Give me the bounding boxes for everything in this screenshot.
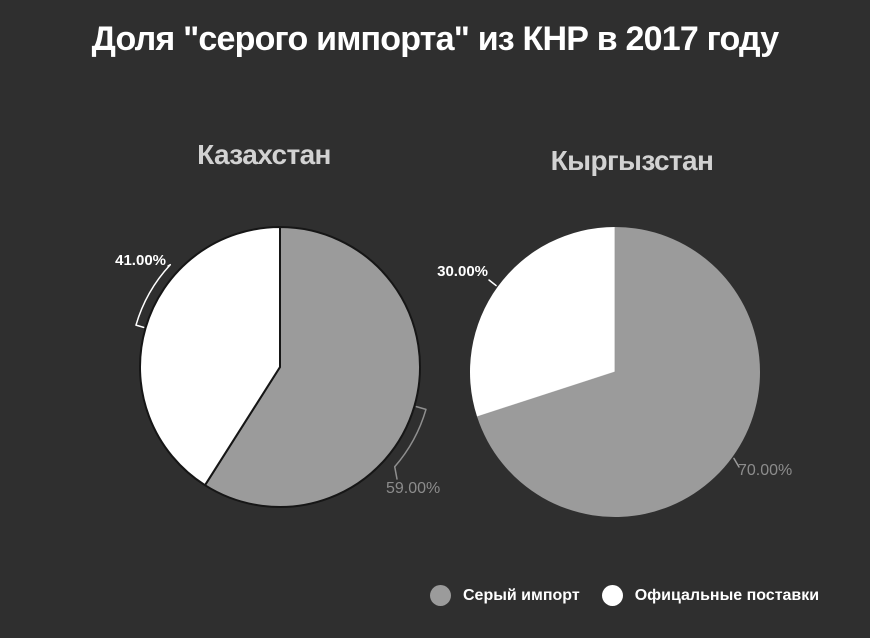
- chart-title-kazakhstan: Казахстан: [197, 139, 331, 170]
- legend: Серый импорт Офицальные поставки: [430, 585, 819, 606]
- legend-label-official-supplies: Офицальные поставки: [634, 586, 820, 604]
- slice-boundary-line: [476, 371, 616, 418]
- label-leader-line: [393, 405, 427, 480]
- pie-slice[interactable]: [203, 226, 421, 508]
- label-leader-line: [135, 263, 172, 329]
- legend-item-official-supplies[interactable]: Офицальные поставки: [601, 585, 820, 606]
- percent-label-kyrgyzstan-official: 30.00%: [437, 263, 488, 280]
- percent-label-kazakhstan-official: 41.00%: [115, 252, 166, 269]
- legend-label-gray-import: Серый импорт: [463, 586, 580, 604]
- label-leader-line: [488, 279, 497, 287]
- gray-series-swatch-icon: [430, 585, 451, 606]
- white-series-swatch-icon: [601, 585, 623, 606]
- pie-slice[interactable]: [477, 227, 760, 517]
- pie-slice[interactable]: [139, 226, 281, 487]
- pie-slice[interactable]: [469, 226, 615, 417]
- percent-label-kazakhstan-gray: 59.00%: [386, 480, 441, 497]
- label-leader-line: [733, 457, 740, 468]
- page-title: Доля "серого импорта" из КНР в 2017 году: [91, 20, 780, 58]
- chart-title-kyrgyzstan: Кыргызстан: [550, 145, 714, 176]
- percent-label-kyrgyzstan-gray: 70.00%: [738, 462, 793, 479]
- legend-item-gray-import[interactable]: Серый импорт: [430, 585, 580, 606]
